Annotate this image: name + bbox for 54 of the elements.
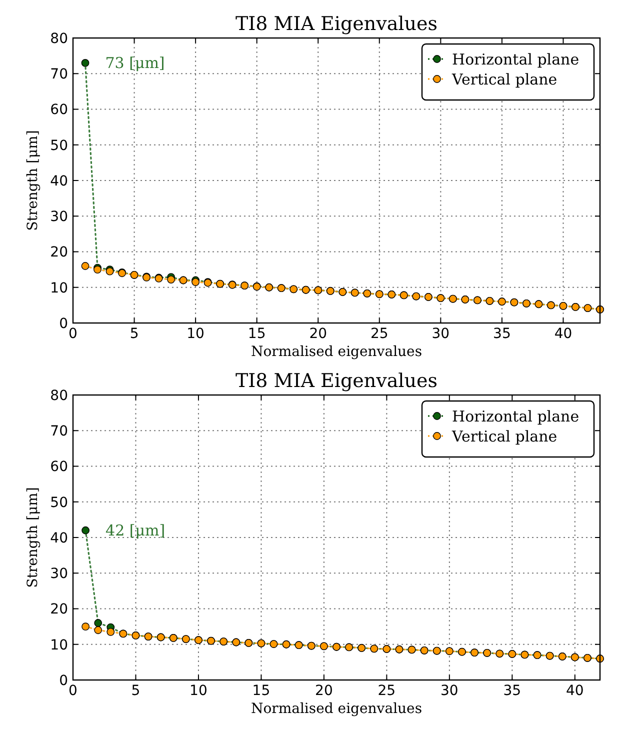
chart-title: TI8 MIA Eigenvalues [236, 13, 438, 35]
point [82, 622, 90, 631]
x-tick-label: 35 [503, 683, 522, 699]
legend-label: Horizontal plane [452, 50, 580, 68]
point [94, 619, 102, 627]
y-tick-label: 60 [50, 102, 68, 118]
y-tick-label: 60 [50, 459, 68, 476]
x-tick-label: 10 [186, 326, 204, 342]
legend-label: Vertical plane [451, 427, 558, 446]
x-tick-label: 5 [131, 683, 140, 699]
annotation: 73 [μm] [105, 54, 165, 72]
y-tick-label: 30 [50, 209, 68, 226]
y-tick-label: 50 [50, 494, 68, 511]
y-axis-title: Strength [μm] [25, 487, 41, 588]
x-tick-label: 15 [248, 326, 266, 342]
y-tick-label: 20 [50, 244, 68, 261]
y-tick-label: 70 [50, 424, 68, 440]
y-tick-label: 80 [50, 388, 68, 404]
point [82, 526, 90, 534]
x-tick-label: 30 [440, 683, 458, 699]
y-axis-title: Strength [μm] [25, 130, 41, 231]
y-tick-label: 10 [50, 637, 68, 654]
x-tick-label: 25 [370, 326, 388, 342]
y-tick-label: 40 [50, 530, 68, 546]
x-tick-label: 20 [315, 683, 333, 699]
x-axis-title: Normalised eigenvalues [250, 344, 422, 360]
y-tick-label: 20 [50, 602, 68, 618]
y-tick-label: 0 [59, 672, 68, 689]
x-tick-label: 30 [432, 326, 450, 342]
y-tick-label: 70 [50, 66, 68, 83]
annotation: 42 [μm] [106, 522, 166, 540]
legend-label: Horizontal plane [452, 407, 580, 426]
x-tick-label: 25 [378, 683, 396, 699]
y-tick-label: 30 [50, 566, 68, 582]
legend-label: Vertical plane [451, 70, 558, 88]
point [167, 276, 175, 284]
x-axis-title: Normalised eigenvalues [250, 701, 422, 717]
x-tick-label: 35 [493, 326, 511, 342]
x-tick-label: 40 [554, 326, 572, 342]
point [106, 628, 115, 636]
y-tick-label: 50 [50, 138, 68, 154]
y-tick-label: 10 [50, 280, 68, 296]
y-tick-label: 40 [50, 173, 68, 190]
point [81, 58, 90, 67]
y-tick-label: 0 [59, 316, 68, 332]
y-tick-label: 80 [50, 30, 68, 47]
x-tick-label: 15 [252, 683, 270, 699]
x-tick-label: 40 [566, 683, 584, 699]
point [94, 626, 102, 634]
x-tick-label: 20 [309, 326, 328, 342]
x-tick-label: 5 [130, 326, 139, 342]
chart-title: TI8 MIA Eigenvalues [236, 370, 438, 392]
x-tick-label: 10 [190, 683, 208, 699]
point [81, 262, 90, 270]
